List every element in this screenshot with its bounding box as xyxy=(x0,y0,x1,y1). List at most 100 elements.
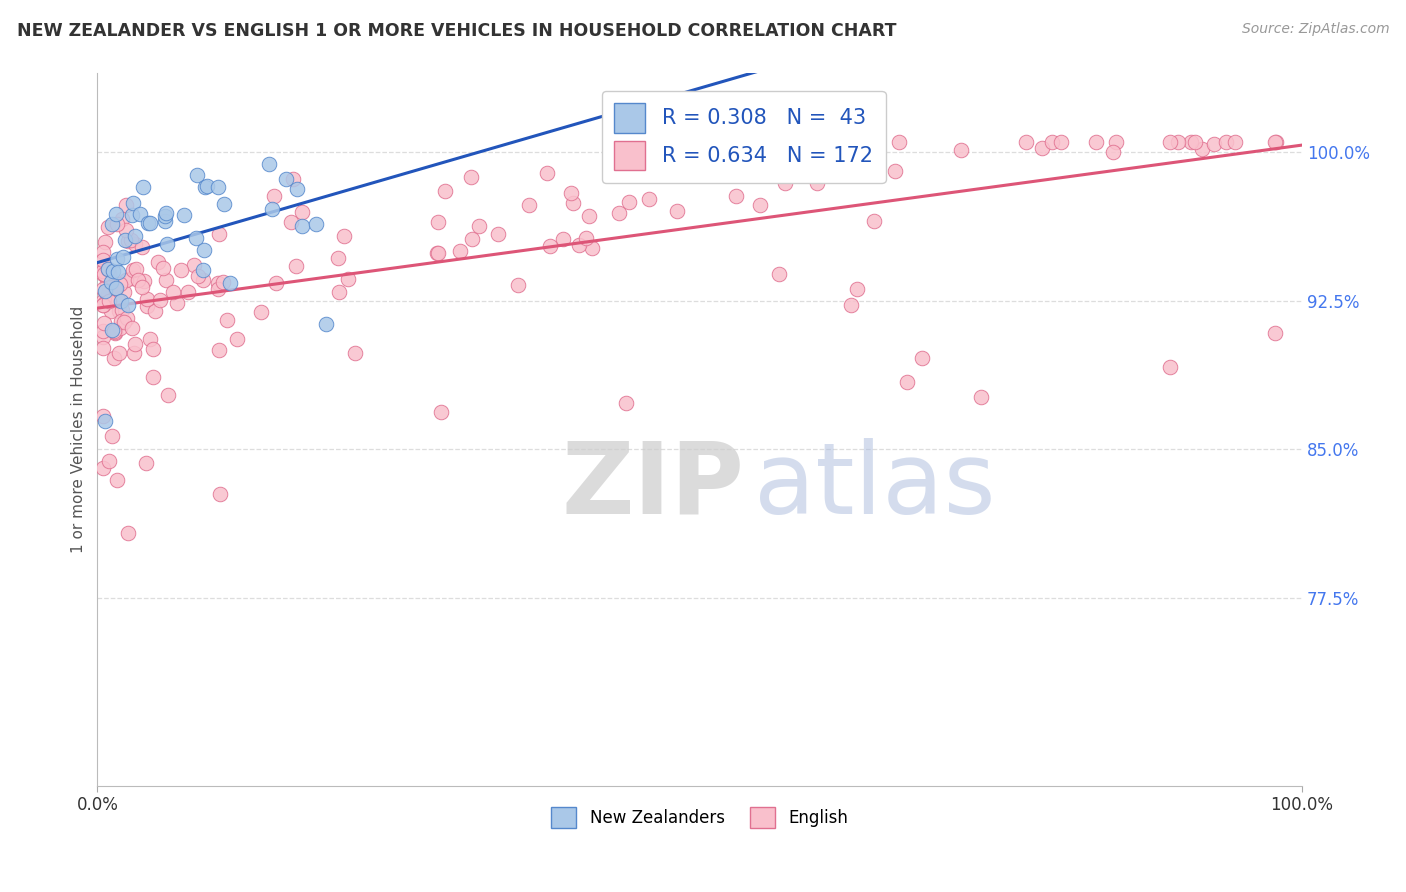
Point xyxy=(100,275,122,289)
Point xyxy=(94,284,117,298)
Point xyxy=(170,262,193,277)
Point xyxy=(226,332,249,346)
Point xyxy=(131,240,153,254)
Point xyxy=(718,162,741,177)
Point xyxy=(127,272,149,286)
Text: atlas: atlas xyxy=(754,438,995,535)
Point xyxy=(426,245,449,260)
Point xyxy=(155,273,177,287)
Point xyxy=(519,198,541,212)
Point xyxy=(177,285,200,300)
Point xyxy=(96,293,118,308)
Point xyxy=(105,218,128,232)
Point xyxy=(97,261,120,276)
Point xyxy=(1264,136,1286,150)
Point xyxy=(139,332,162,346)
Point xyxy=(578,209,600,223)
Point xyxy=(184,231,207,245)
Point xyxy=(1031,141,1053,155)
Point xyxy=(1215,136,1237,150)
Point xyxy=(536,166,558,180)
Point xyxy=(136,216,159,230)
Point xyxy=(121,271,143,285)
Point xyxy=(575,231,598,245)
Point xyxy=(1015,136,1038,150)
Point xyxy=(117,526,139,541)
Point xyxy=(328,252,350,266)
Point xyxy=(193,243,215,257)
Point xyxy=(93,342,115,356)
Point xyxy=(748,197,770,211)
Point xyxy=(460,232,482,246)
Point xyxy=(768,267,790,281)
Point xyxy=(212,197,235,211)
Point xyxy=(333,228,356,243)
Point xyxy=(104,281,127,295)
Point xyxy=(105,281,128,295)
Point xyxy=(616,136,638,150)
Point xyxy=(344,346,367,360)
Point xyxy=(773,176,796,190)
Point xyxy=(93,298,115,312)
Point xyxy=(121,262,143,277)
Point xyxy=(186,168,208,182)
Point xyxy=(142,369,165,384)
Point xyxy=(884,163,907,178)
Point xyxy=(183,259,205,273)
Point xyxy=(114,272,136,286)
Point xyxy=(1102,145,1125,159)
Point xyxy=(257,157,280,171)
Point xyxy=(110,293,132,308)
Point xyxy=(449,244,471,259)
Y-axis label: 1 or more Vehicles in Household: 1 or more Vehicles in Household xyxy=(72,306,86,553)
Point xyxy=(93,264,115,278)
Point xyxy=(1084,136,1107,150)
Point xyxy=(1225,136,1247,150)
Point xyxy=(792,136,814,150)
Point xyxy=(114,223,136,237)
Point xyxy=(1184,136,1206,150)
Point xyxy=(1050,136,1073,150)
Point xyxy=(291,205,314,219)
Point xyxy=(866,163,889,178)
Point xyxy=(208,227,231,242)
Point xyxy=(1040,136,1063,150)
Point xyxy=(460,170,482,185)
Point xyxy=(863,214,886,228)
Point xyxy=(560,186,582,200)
Point xyxy=(101,429,124,443)
Point xyxy=(157,388,180,402)
Point xyxy=(93,317,115,331)
Point xyxy=(112,314,135,328)
Point xyxy=(128,207,150,221)
Point xyxy=(156,237,179,252)
Point xyxy=(108,346,131,360)
Point xyxy=(856,136,879,150)
Point xyxy=(104,326,127,340)
Point xyxy=(336,271,359,285)
Point xyxy=(806,176,828,190)
Point xyxy=(134,273,156,287)
Point xyxy=(825,145,848,159)
Point xyxy=(305,218,328,232)
Point xyxy=(101,278,124,293)
Point xyxy=(666,203,689,218)
Point xyxy=(115,197,138,211)
Point xyxy=(107,265,129,279)
Point xyxy=(136,299,159,313)
Point xyxy=(250,304,273,318)
Point xyxy=(93,253,115,268)
Point xyxy=(98,454,121,468)
Point xyxy=(1167,136,1189,150)
Point xyxy=(108,321,131,335)
Point xyxy=(328,285,350,300)
Point xyxy=(315,317,337,331)
Point xyxy=(426,215,449,229)
Point xyxy=(93,297,115,311)
Point xyxy=(143,303,166,318)
Point xyxy=(280,215,302,229)
Point xyxy=(187,269,209,284)
Point xyxy=(1159,360,1181,375)
Point xyxy=(103,324,125,338)
Point xyxy=(207,281,229,295)
